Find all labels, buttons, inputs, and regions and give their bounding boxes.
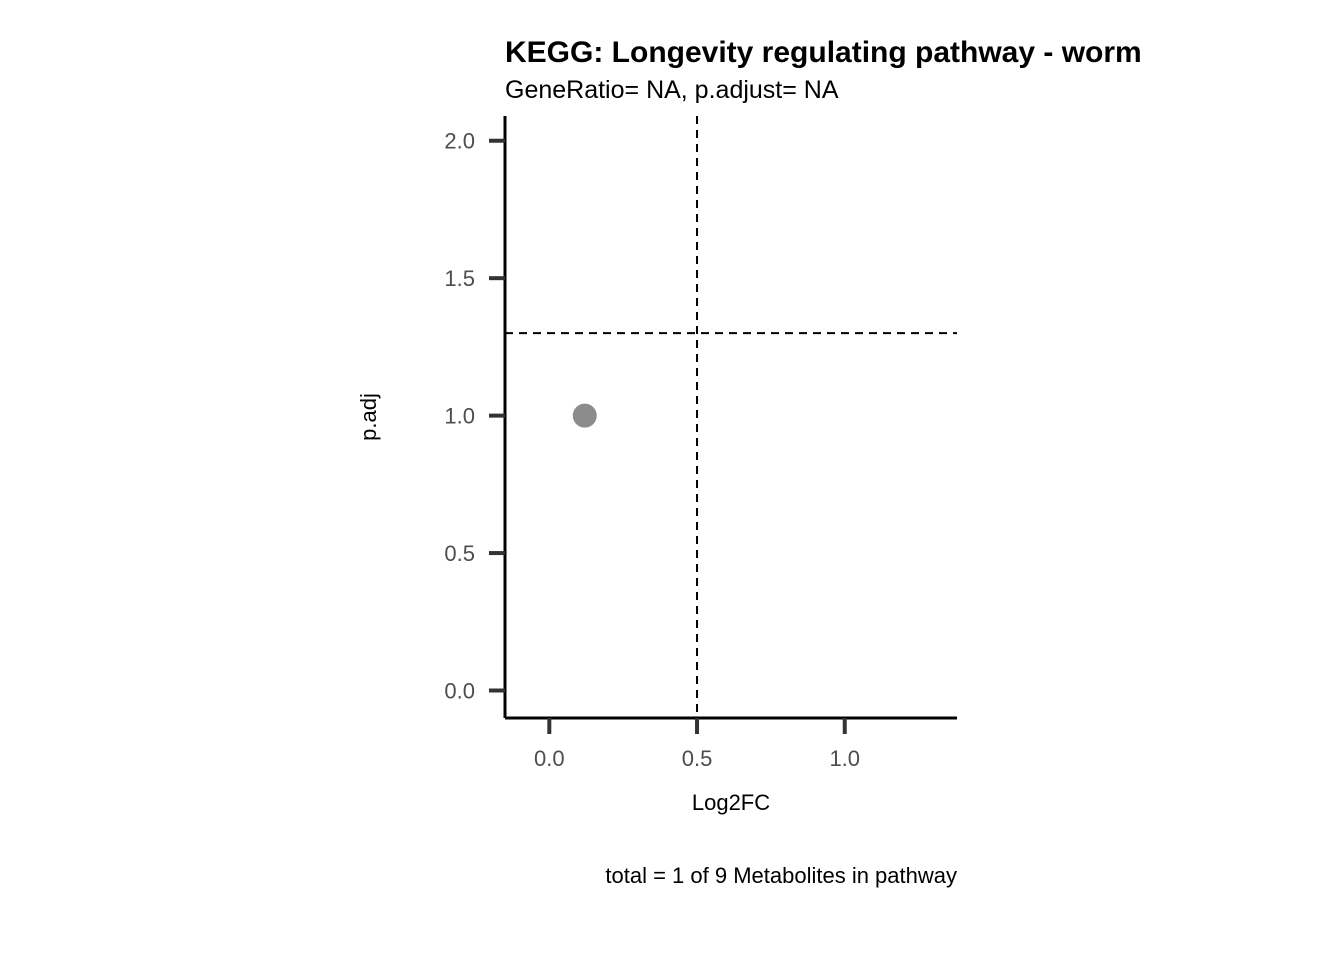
x-tick-label: 0.5 bbox=[682, 746, 713, 771]
chart-caption: total = 1 of 9 Metabolites in pathway bbox=[605, 863, 957, 888]
x-tick-label: 0.0 bbox=[534, 746, 565, 771]
y-tick-label: 0.0 bbox=[444, 679, 475, 704]
y-tick-label: 0.5 bbox=[444, 541, 475, 566]
y-tick-label: 1.5 bbox=[444, 266, 475, 291]
y-tick-label: 2.0 bbox=[444, 129, 475, 154]
x-tick-label: 1.0 bbox=[829, 746, 860, 771]
chart-title: KEGG: Longevity regulating pathway - wor… bbox=[505, 36, 1142, 69]
y-axis-label: p.adj bbox=[356, 393, 381, 441]
chart-subtitle: GeneRatio= NA, p.adjust= NA bbox=[505, 76, 839, 104]
data-point bbox=[572, 403, 597, 428]
plot-area: 0.0 0.5 1.0 1.5 2.0 0.0 0.5 1.0 bbox=[444, 116, 957, 771]
x-axis-label: Log2FC bbox=[692, 790, 770, 815]
y-tick-label: 1.0 bbox=[444, 404, 475, 429]
